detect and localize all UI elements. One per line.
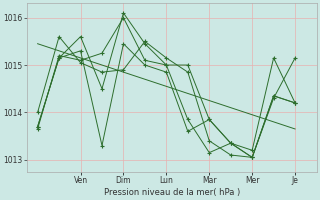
- X-axis label: Pression niveau de la mer( hPa ): Pression niveau de la mer( hPa ): [104, 188, 240, 197]
